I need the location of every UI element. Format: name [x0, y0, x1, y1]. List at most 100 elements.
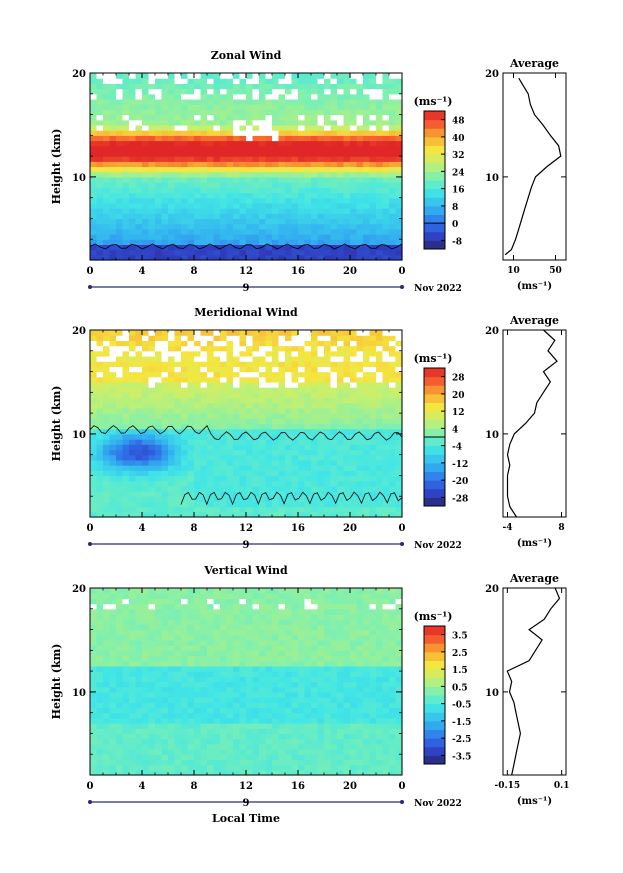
heatmap-cell [194, 613, 202, 620]
heatmap-cell [265, 634, 273, 641]
heatmap-cell [395, 114, 403, 121]
heatmap-cell [259, 480, 267, 487]
heatmap-cell [116, 717, 124, 724]
heatmap-cell [285, 691, 293, 698]
heatmap-cell [226, 213, 234, 220]
heatmap-cell [272, 104, 280, 110]
heatmap-cell [252, 228, 260, 235]
heatmap-cell [343, 330, 351, 336]
heatmap-cell [317, 371, 325, 378]
heatmap-cell [220, 650, 228, 657]
heatmap-cell [109, 454, 117, 461]
heatmap-cell [298, 197, 306, 204]
heatmap-cell [226, 733, 234, 740]
heatmap-cell [174, 392, 182, 399]
heatmap-cell [174, 208, 182, 214]
heatmap-cell [90, 73, 98, 79]
heatmap-cell [96, 671, 104, 677]
heatmap-cell [200, 501, 208, 508]
heatmap-cell [200, 470, 208, 477]
heatmap-cell [285, 733, 293, 740]
heatmap-cell [161, 629, 169, 636]
heatmap-cell [103, 130, 111, 136]
heatmap-cell [272, 213, 280, 220]
heatmap-cell [90, 187, 98, 194]
heatmap-cell [200, 361, 208, 367]
heatmap-cell [259, 702, 267, 709]
heatmap-cell [369, 335, 377, 341]
heatmap-cell [350, 83, 358, 90]
heatmap-cell [330, 475, 338, 482]
heatmap-cell [233, 371, 241, 378]
heatmap-cell [129, 423, 137, 430]
heatmap-cell [356, 73, 364, 79]
heatmap-cell [239, 439, 247, 445]
heatmap-cell [90, 166, 98, 173]
heatmap-cell [207, 608, 215, 615]
heatmap-cell [135, 485, 143, 492]
heatmap-cell [148, 345, 156, 352]
heatmap-cell [317, 439, 325, 445]
heatmap-cell [135, 639, 143, 646]
heatmap-cell [122, 119, 130, 126]
heatmap-cell [395, 98, 403, 105]
heatmap-cell [226, 218, 234, 225]
heatmap-cell [356, 114, 364, 121]
heatmap-cell [174, 73, 182, 79]
heatmap-cell [337, 208, 345, 214]
heatmap-cell [168, 449, 176, 456]
heatmap-cell [148, 634, 156, 641]
heatmap-cell [148, 78, 156, 84]
heatmap-cell [194, 366, 202, 373]
heatmap-cell [259, 665, 267, 672]
heatmap-cell [168, 78, 176, 84]
heatmap-cell [148, 629, 156, 636]
heatmap-cell [246, 234, 254, 240]
heatmap-cell [194, 340, 202, 347]
heatmap-cell [265, 392, 273, 399]
heatmap-cell [337, 223, 345, 230]
heatmap-cell [246, 665, 254, 672]
colorbar-segment [424, 462, 445, 473]
heatmap-cell [207, 423, 215, 430]
heatmap-cell [220, 728, 228, 735]
heatmap-cell [207, 619, 215, 625]
heatmap-cell [233, 433, 241, 440]
heatmap-cell [213, 613, 221, 620]
heatmap-cell [220, 83, 228, 90]
heatmap-cell [187, 671, 195, 677]
heatmap-cell [376, 192, 384, 199]
heatmap-cell [220, 223, 228, 230]
heatmap-cell [187, 665, 195, 672]
heatmap-cell [317, 104, 325, 110]
heatmap-cell [246, 366, 254, 373]
heatmap-cell [148, 104, 156, 110]
heatmap-cell [330, 345, 338, 352]
heatmap-cell [395, 78, 403, 84]
heatmap-cell [200, 249, 208, 256]
heatmap-cell [148, 444, 156, 451]
heatmap-cell [213, 330, 221, 336]
heatmap-cell [356, 350, 364, 357]
heatmap-cell [376, 197, 384, 204]
heatmap-cell [330, 114, 338, 121]
heatmap-cell [252, 218, 260, 225]
heatmap-cell [285, 465, 293, 471]
heatmap-cell [187, 135, 195, 142]
heatmap-cell [317, 135, 325, 142]
heatmap-cell [369, 176, 377, 183]
heatmap-cell [187, 707, 195, 714]
heatmap-cell [116, 355, 124, 362]
heatmap-cell [285, 650, 293, 657]
heatmap-cell [90, 371, 98, 378]
heatmap-cell [122, 145, 130, 152]
heatmap-cell [272, 192, 280, 199]
heatmap-cell [148, 686, 156, 693]
heatmap-cell [181, 686, 189, 693]
heatmap-cell [174, 712, 182, 719]
heatmap-cell [239, 697, 247, 703]
heatmap-cell [389, 135, 397, 142]
heatmap-cell [317, 244, 325, 251]
heatmap-cell [298, 686, 306, 693]
heatmap-cell [181, 759, 189, 766]
